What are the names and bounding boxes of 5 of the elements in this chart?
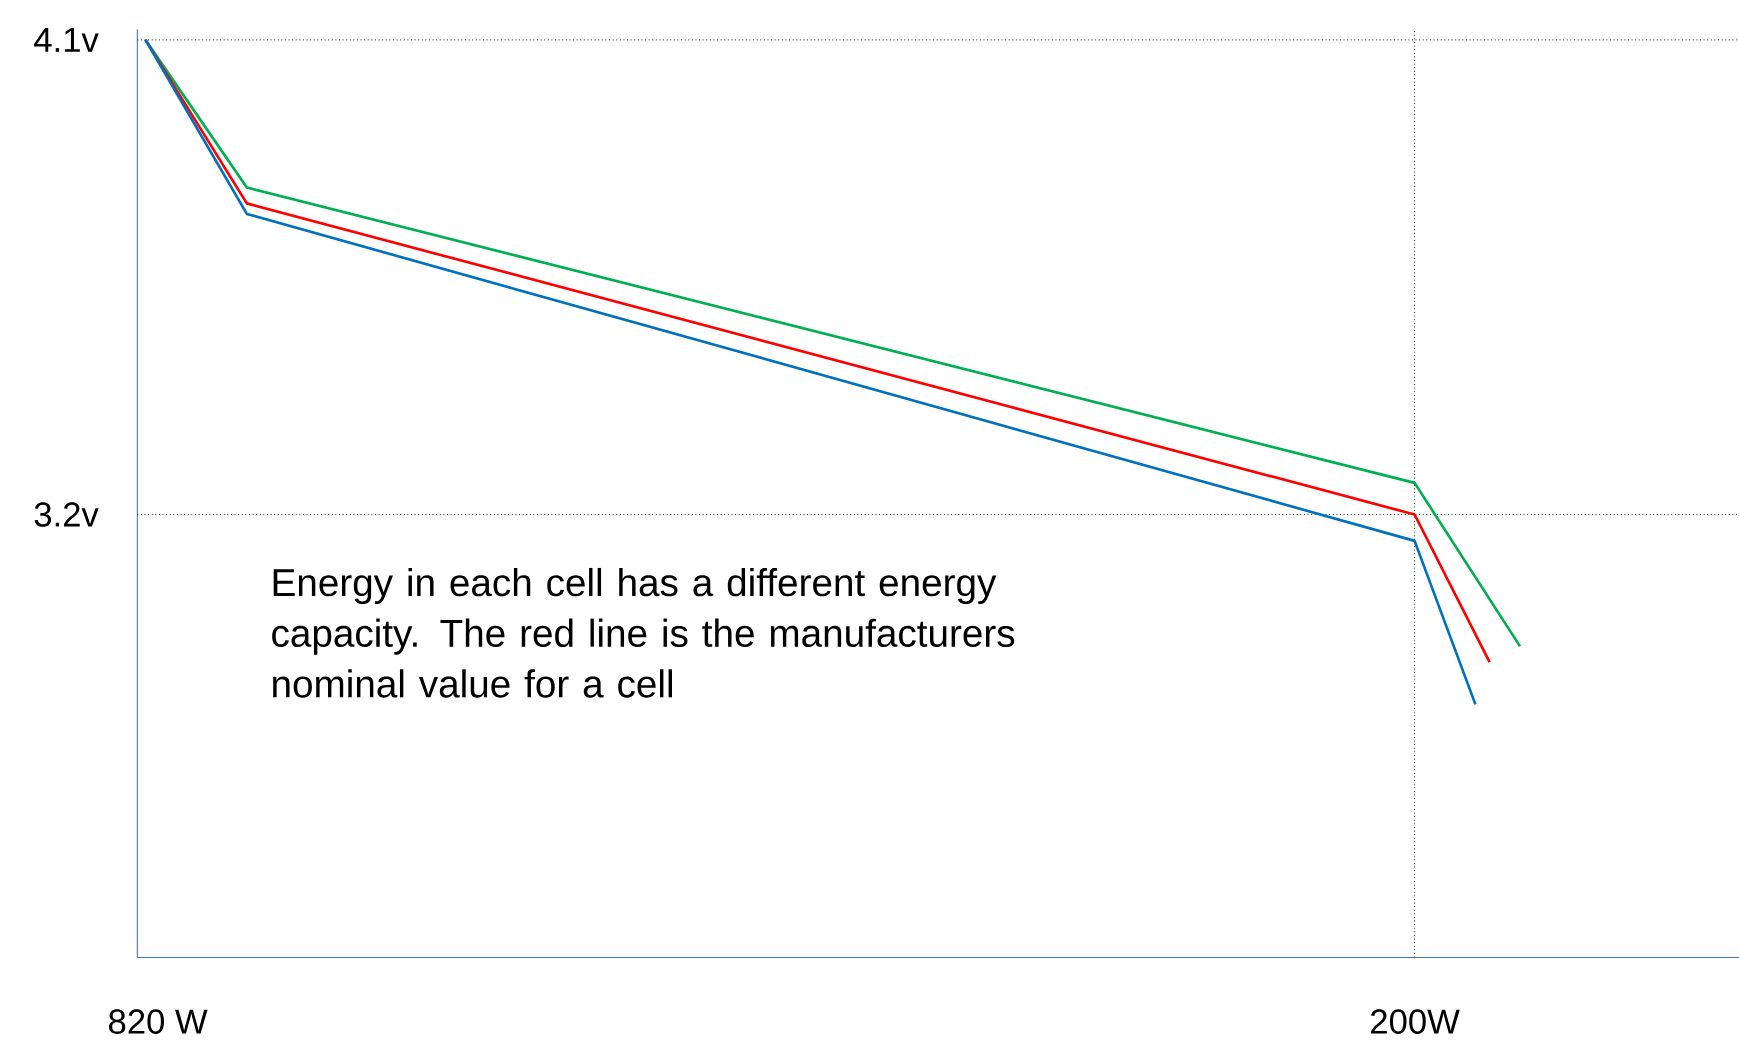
y-tick-label: 4.1v <box>34 28 99 53</box>
annotation: Energy in each cell has a different energy capacity. The red line is the manufacturers nominal value for a cell <box>272 568 1015 698</box>
x-tick-label: 820 W <box>109 1009 208 1035</box>
y-tick-label: 3.2v <box>34 502 99 528</box>
x-tick-label: 200W <box>1371 1009 1460 1035</box>
